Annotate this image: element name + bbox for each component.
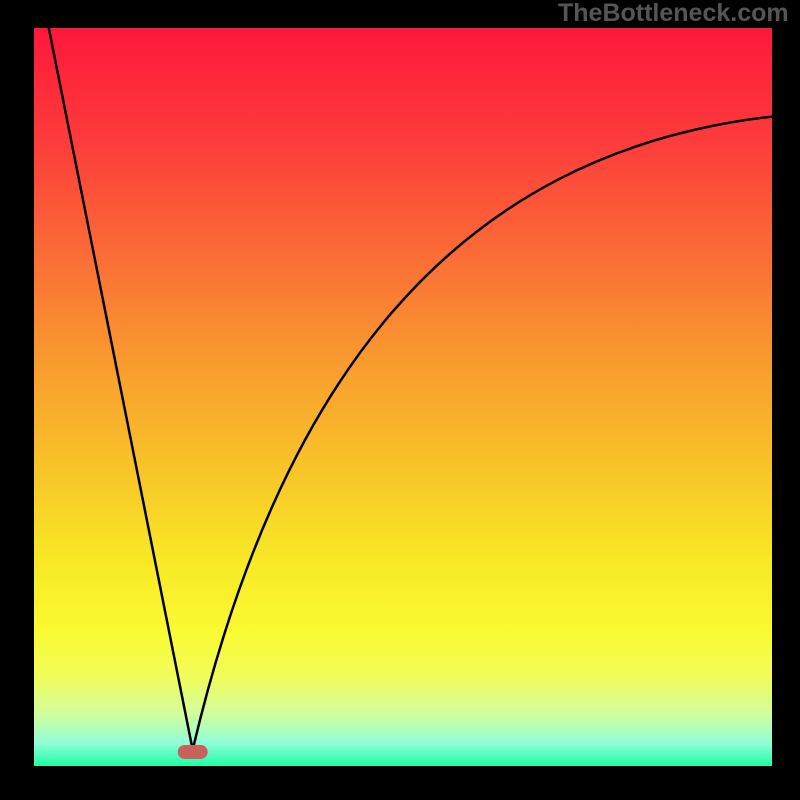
chart-svg bbox=[0, 0, 800, 800]
watermark-text: TheBottleneck.com bbox=[558, 0, 789, 28]
vertex-marker bbox=[178, 745, 208, 759]
